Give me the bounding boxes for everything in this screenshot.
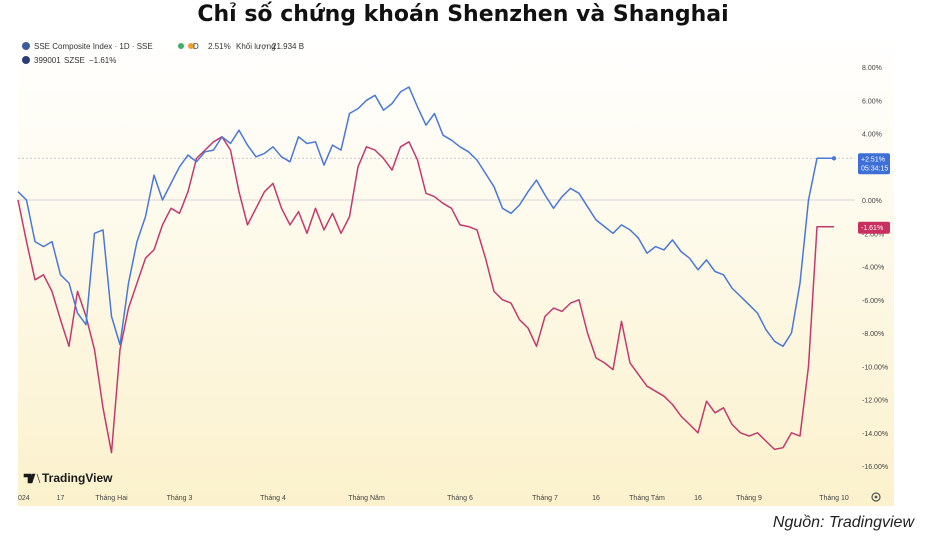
series-line-szse [17,136,834,454]
legend-szse-change: −1.61% [89,56,116,65]
y-tick-label: -12.00% [862,398,888,405]
y-tick-label: 8.00% [862,65,882,72]
y-tick-label: -2.00% [862,231,884,238]
legend-sse-change: 2.51% [208,42,231,51]
price-badge-text: -1.61% [861,225,883,232]
price-badge-text: 05:34:15 [861,165,888,172]
x-tick-label: 17 [57,495,65,502]
tradingview-logo-icon [23,473,41,484]
series-line-sse [17,86,834,348]
legend: SSE Composite Index · 1D · SSE D 2.51% K… [22,42,304,65]
legend-dot-letter: D [193,42,199,51]
status-dot-icon [178,43,184,49]
tradingview-logo: TradingView [23,471,113,485]
x-tick-label: Tháng Năm [348,495,385,502]
y-tick-label: 0.00% [862,198,882,205]
market-dot-icon [188,43,194,49]
plot-background [18,36,894,506]
legend-szse-exchange: SZSE [64,56,85,65]
page-title: Chỉ số chứng khoán Shenzhen và Shanghai [197,2,729,27]
legend-volume-value: 21.934 B [272,42,304,51]
x-tick-label: 16 [694,495,702,502]
x-tick-label: Tháng 3 [167,495,193,502]
y-tick-label: -8.00% [862,331,884,338]
sse-last-point [831,156,837,161]
legend-sse-name: SSE Composite Index · 1D · SSE [34,42,153,51]
x-tick-label: Tháng Hai [95,495,128,502]
y-tick-label: -4.00% [862,265,884,272]
y-tick-label: -14.00% [862,431,888,438]
x-tick-label: Tháng 6 [447,495,473,502]
x-tick-label: Tháng 7 [532,495,558,502]
legend-volume-label: Khối lượng [236,42,276,51]
price-badge-text: +2.51% [861,156,885,163]
brand-name: TradingView [42,471,113,485]
x-tick-label: Tháng 10 [819,495,849,502]
y-tick-label: 6.00% [862,98,882,105]
y-tick-label: -10.00% [862,364,888,371]
price-badge [858,221,890,234]
y-tick-label: -6.00% [862,298,884,305]
x-tick-label: 16 [592,495,600,502]
x-tick-label: Tháng Tám [629,495,665,502]
legend-szse-code: 399001 [34,56,61,65]
x-tick-label: Tháng 9 [736,495,762,502]
sse-logo-icon [22,42,30,50]
price-badge [858,153,890,175]
y-tick-label: -16.00% [862,464,888,471]
settings-gear-icon[interactable] [871,492,881,502]
x-tick-label: Tháng 4 [260,495,286,502]
y-tick-label: 4.00% [862,132,882,139]
source-note: Nguồn: Tradingview [772,514,914,531]
x-tick-label: 024 [18,495,30,502]
szse-logo-icon [22,56,30,64]
